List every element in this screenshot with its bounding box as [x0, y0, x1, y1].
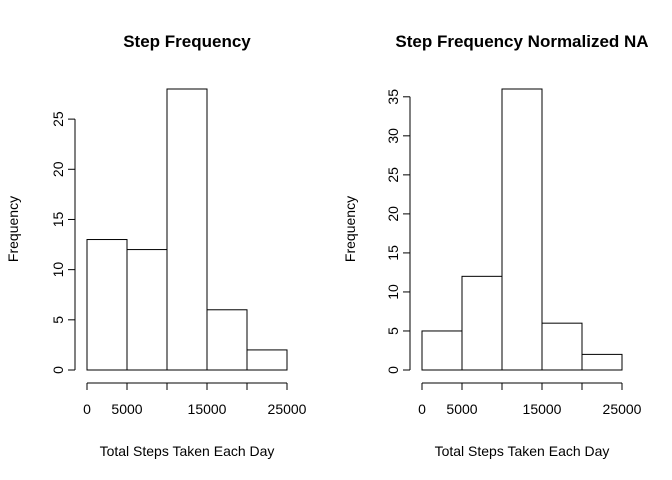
y-tick-label: 5 [385, 327, 401, 335]
y-axis-label: Frequency [5, 196, 21, 262]
histogram-bar [126, 249, 168, 371]
y-tick-label: 20 [50, 161, 66, 177]
bar-group [86, 88, 288, 371]
histogram-bar [86, 239, 128, 371]
x-tick-label: 25000 [268, 401, 307, 417]
y-tick-label: 35 [385, 89, 401, 105]
y-tick-label: 20 [385, 206, 401, 222]
histogram-bar [501, 88, 543, 371]
x-tick-label: 5000 [446, 401, 477, 417]
y-tick-label: 10 [385, 284, 401, 300]
x-tick-label: 0 [418, 401, 426, 417]
x-tick-label: 5000 [111, 401, 142, 417]
histogram-bar [541, 322, 583, 371]
x-tick-label: 25000 [603, 401, 642, 417]
y-tick-label: 25 [50, 111, 66, 127]
histogram-bar [246, 349, 288, 371]
histogram-panel-step-frequency-normalized: Step Frequency Normalized NA Total Steps… [342, 32, 649, 459]
y-axis: 0 5 10 15 20 25 [50, 111, 76, 374]
y-tick-label: 10 [50, 262, 66, 278]
y-tick-label: 15 [385, 245, 401, 261]
y-tick-label: 30 [385, 128, 401, 144]
x-axis-label: Total Steps Taken Each Day [100, 443, 275, 459]
chart-title: Step Frequency Normalized NA [395, 32, 648, 51]
histogram-bar [461, 275, 503, 371]
y-tick-label: 0 [50, 366, 66, 374]
y-tick-label: 0 [385, 366, 401, 374]
y-tick-label: 25 [385, 167, 401, 183]
chart-title: Step Frequency [123, 32, 251, 51]
histogram-bar [166, 88, 208, 371]
histogram-bar [421, 330, 463, 371]
histogram-bar [581, 353, 623, 371]
bar-group [421, 88, 623, 371]
x-tick-label: 15000 [523, 401, 562, 417]
histogram-bar [206, 309, 248, 371]
y-tick-label: 5 [50, 316, 66, 324]
x-axis: 0 5000 15000 25000 [418, 382, 642, 417]
y-axis-label: Frequency [342, 196, 358, 262]
y-tick-label: 15 [50, 211, 66, 227]
x-axis-label: Total Steps Taken Each Day [435, 443, 610, 459]
x-axis: 0 5000 15000 25000 [83, 382, 307, 417]
x-tick-label: 0 [83, 401, 91, 417]
y-axis: 0 5 10 15 20 25 30 35 [385, 89, 411, 374]
x-tick-label: 15000 [188, 401, 227, 417]
histogram-panel-step-frequency: Step Frequency Total Steps Taken Each Da… [5, 32, 307, 459]
